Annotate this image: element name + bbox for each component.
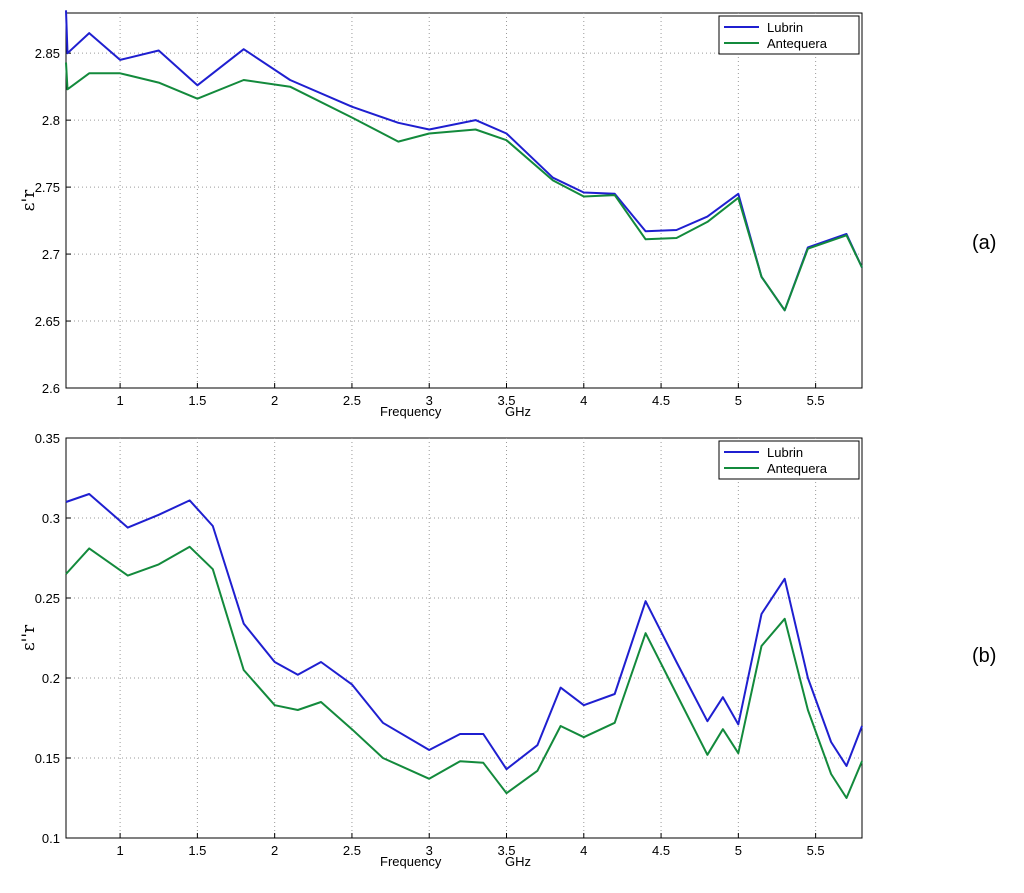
- legend-b: Lubrin Antequera: [718, 440, 860, 480]
- series-line-lubrin-b: [65, 493, 863, 771]
- legend-box-a: [718, 15, 860, 55]
- y-ticks-b: 0.1 0.15 0.2 0.25 0.3 0.35: [35, 431, 71, 846]
- x-tick-label-a: 1: [116, 393, 123, 408]
- y-tick-label-a: 2.85: [35, 46, 60, 61]
- legend-label-lubrin-b: Lubrin: [767, 445, 803, 460]
- panel-label-a: (a): [972, 232, 997, 254]
- x-tick-label-b: 5.5: [807, 843, 825, 858]
- panel-label-b: (b): [972, 645, 997, 667]
- y-tick-label-b: 0.3: [42, 511, 60, 526]
- x-tick-label-b: 4.5: [652, 843, 670, 858]
- x-tick-label-b: 5: [735, 843, 742, 858]
- x-tick-label-b: 3: [426, 843, 433, 858]
- chart-panel-b: 1 1.5 2 2.5 3 3.5 4 4.5 5 5.5 0.10.150.20.250.30.…: [19, 431, 863, 869]
- y-tick-label-a: 2.8: [42, 113, 60, 128]
- x-axis-label-a: Frequency: [380, 404, 442, 419]
- x-tick-label-b: 1: [116, 843, 123, 858]
- grid-a: [66, 13, 862, 388]
- y-tick-label-a: 2.7: [42, 247, 60, 262]
- x-axis-unit-a: GHz: [505, 404, 531, 419]
- x-tick-label-b: 2: [271, 843, 278, 858]
- plot-area-b: [65, 437, 863, 839]
- x-tick-label-b: 1.5: [188, 843, 206, 858]
- x-ticks-b: 1 1.5 2 2.5 3 3.5 4 4.5 5 5.5: [116, 833, 825, 858]
- y-tick-label-b: 0.35: [35, 431, 60, 446]
- plot-area-a: [65, 12, 863, 389]
- x-tick-label-a: 2: [271, 393, 278, 408]
- x-axis-label-b: Frequency: [380, 854, 442, 869]
- legend-label-antequera-b: Antequera: [767, 461, 828, 476]
- x-tick-label-b: 3.5: [497, 843, 515, 858]
- x-tick-label-a: 4: [580, 393, 587, 408]
- y-tick-label-a: 2.6: [42, 381, 60, 396]
- y-tick-label-a: 2.65: [35, 314, 60, 329]
- legend-label-lubrin-a: Lubrin: [767, 20, 803, 35]
- series-line-antequera-a: [65, 62, 863, 312]
- x-tick-label-a: 3: [426, 393, 433, 408]
- legend-box-b: [718, 440, 860, 480]
- series-lines-b: [65, 493, 863, 799]
- x-tick-label-b: 2.5: [343, 843, 361, 858]
- x-ticks-a: 1 1.5 2 2.5 3 3.5 4 4.5 5 5.5: [116, 383, 825, 408]
- y-tick-label-b: 0.25: [35, 591, 60, 606]
- legend-label-antequera-a: Antequera: [767, 36, 828, 51]
- y-tick-label-b: 0.15: [35, 751, 60, 766]
- y-axis-label-a: ε'r: [19, 189, 39, 211]
- chart-panel-a: 1 1.5 2 2.5 3 3.5 4 4.5 5 5.5 2.62.652.72.752.82.…: [19, 10, 863, 419]
- y-tick-label-a: 2.75: [35, 180, 60, 195]
- y-ticks-a: 2.6 2.65 2.7 2.75 2.8 2.85: [35, 46, 71, 396]
- y-axis-label-b: ε''r: [19, 624, 39, 651]
- series-line-antequera-b: [65, 545, 863, 799]
- x-tick-label-a: 5.5: [807, 393, 825, 408]
- legend-a: Lubrin Antequera: [718, 15, 860, 55]
- y-tick-label-b: 0.1: [42, 831, 60, 846]
- x-tick-label-a: 2.5: [343, 393, 361, 408]
- series-lines-a: [65, 10, 863, 312]
- x-tick-label-a: 5: [735, 393, 742, 408]
- x-tick-label-b: 4: [580, 843, 587, 858]
- y-tick-label-b: 0.2: [42, 671, 60, 686]
- x-tick-label-a: 3.5: [497, 393, 515, 408]
- x-tick-label-a: 1.5: [188, 393, 206, 408]
- x-axis-unit-b: GHz: [505, 854, 531, 869]
- grid-b: [66, 438, 862, 838]
- x-tick-label-a: 4.5: [652, 393, 670, 408]
